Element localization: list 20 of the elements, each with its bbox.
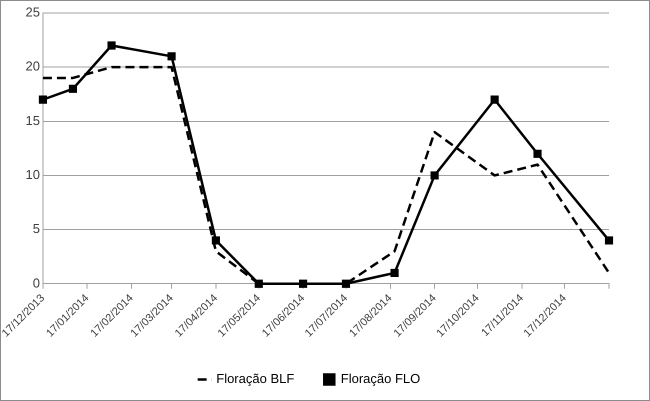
point — [38, 96, 48, 104]
point — [68, 84, 78, 93]
point — [604, 236, 614, 244]
point — [107, 41, 116, 50]
y-tick-label: 20 — [25, 58, 40, 74]
y-tick-label: 15 — [25, 112, 40, 128]
y-tick-label: 0 — [32, 275, 40, 290]
legend-label: Floração FLO — [340, 371, 420, 386]
point — [430, 171, 439, 180]
point — [490, 96, 499, 104]
legend-label: Floração BLF — [216, 371, 294, 386]
point — [168, 52, 176, 60]
y-tick-label: 5 — [32, 221, 40, 236]
y-tick-label: 10 — [25, 167, 40, 182]
point — [342, 280, 350, 288]
point — [299, 280, 308, 288]
point — [254, 280, 263, 288]
y-tick-label: 25 — [25, 4, 40, 20]
point — [390, 268, 399, 277]
point — [533, 150, 542, 158]
